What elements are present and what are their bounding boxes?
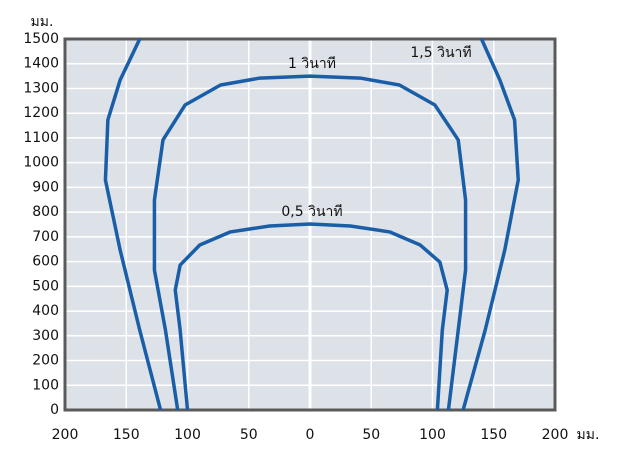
y-tick-label: 1100 xyxy=(23,130,59,146)
y-tick-label: 700 xyxy=(32,229,59,245)
x-tick-label: 100 xyxy=(174,427,201,443)
x-tick-label: 0 xyxy=(306,427,315,443)
curve-label: 1,5 วินาที xyxy=(410,45,471,61)
y-tick-label: 900 xyxy=(32,179,59,195)
x-tick-label: 150 xyxy=(480,427,507,443)
curve xyxy=(152,74,468,411)
curve-label: 0,5 วินาที xyxy=(281,204,342,220)
y-tick-label: 1200 xyxy=(23,105,59,121)
y-tick-label: 200 xyxy=(32,353,59,369)
y-tick-label: 0 xyxy=(50,402,59,418)
x-tick-label: 200 xyxy=(52,427,79,443)
x-tick-label: 100 xyxy=(419,427,446,443)
x-tick-label: 200 xyxy=(542,427,569,443)
x-tick-label: 50 xyxy=(240,427,258,443)
y-tick-label: 1500 xyxy=(23,31,59,47)
y-tick-label: 600 xyxy=(32,254,59,270)
x-unit: มม. xyxy=(577,427,600,443)
y-tick-label: 800 xyxy=(32,204,59,220)
plot-frame xyxy=(63,37,557,412)
curve-label: 1 วินาที xyxy=(288,56,336,72)
y-tick-label: 1000 xyxy=(23,155,59,171)
y-tick-label: 500 xyxy=(32,278,59,294)
curve xyxy=(103,38,520,411)
y-tick-label: 1300 xyxy=(23,80,59,96)
x-tick-label: 50 xyxy=(362,427,380,443)
y-tick-label: 100 xyxy=(32,377,59,393)
y-tick-label: 400 xyxy=(32,303,59,319)
y-tick-label: 300 xyxy=(32,328,59,344)
x-tick-label: 150 xyxy=(113,427,140,443)
y-unit: มม. xyxy=(31,14,54,30)
curve xyxy=(173,222,449,411)
y-tick-label: 1400 xyxy=(23,56,59,72)
